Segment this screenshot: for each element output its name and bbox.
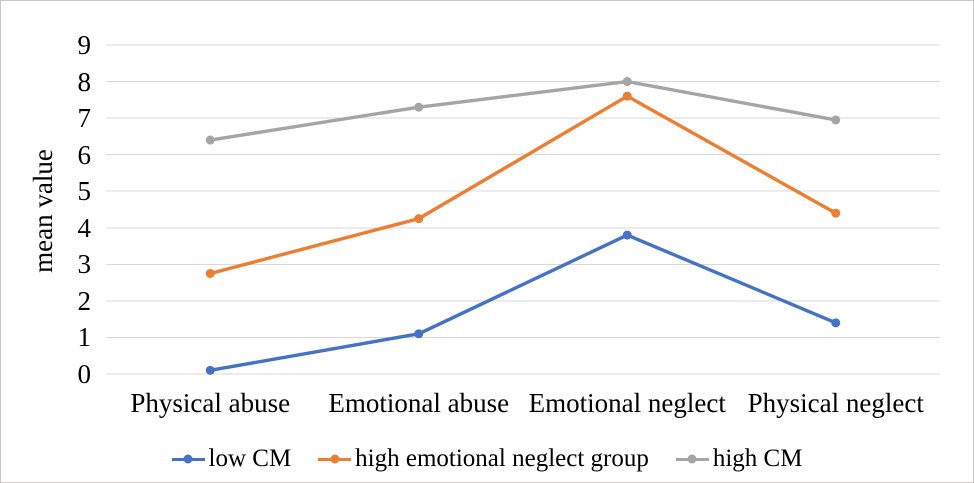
legend-line-marker-icon bbox=[675, 454, 709, 465]
data-point-high-cm bbox=[414, 102, 424, 112]
series-line-high-cm bbox=[208, 79, 838, 142]
data-point-high-emotional-neglect-group bbox=[414, 214, 424, 224]
data-point-low-cm bbox=[414, 329, 424, 339]
data-point-high-emotional-neglect-group bbox=[622, 91, 632, 101]
chart-legend: low CM high emotional neglect group high… bbox=[1, 445, 973, 473]
legend-line-marker-icon bbox=[318, 454, 352, 465]
legend-label: high CM bbox=[712, 445, 803, 472]
y-tick-label: 0 bbox=[77, 359, 92, 389]
y-tick-label: 1 bbox=[77, 322, 92, 353]
series-line-high-emotional-neglect-group bbox=[208, 94, 838, 276]
x-category-label: Physical neglect bbox=[747, 388, 924, 418]
y-tick-label: 2 bbox=[77, 285, 92, 316]
data-point-high-cm bbox=[205, 135, 215, 145]
y-tick-label: 5 bbox=[77, 176, 92, 207]
legend-item-high-cm: high CM bbox=[675, 445, 803, 473]
y-axis-title: mean value bbox=[28, 149, 58, 273]
legend-item-high-emotional-neglect-group: high emotional neglect group bbox=[318, 445, 649, 473]
data-point-high-cm bbox=[831, 115, 841, 125]
y-tick-label: 3 bbox=[77, 249, 92, 280]
data-point-low-cm bbox=[205, 365, 215, 375]
legend-item-low-cm: low CM bbox=[171, 445, 292, 473]
x-category-label: Physical abuse bbox=[130, 388, 291, 418]
y-tick-label: 7 bbox=[77, 103, 92, 134]
y-tick-label: 6 bbox=[77, 139, 92, 170]
legend-label: high emotional neglect group bbox=[355, 445, 649, 472]
y-tick-label: 8 bbox=[77, 66, 92, 97]
legend-label: low CM bbox=[208, 445, 292, 472]
data-point-high-emotional-neglect-group bbox=[831, 208, 841, 218]
data-point-low-cm bbox=[831, 318, 841, 328]
x-category-label: Emotional abuse bbox=[328, 388, 510, 418]
data-point-high-cm bbox=[622, 77, 632, 87]
y-tick-label: 4 bbox=[77, 212, 92, 243]
y-tick-label: 9 bbox=[77, 30, 92, 60]
series-line-low-cm bbox=[208, 233, 838, 373]
legend-line-marker-icon bbox=[171, 454, 205, 465]
data-point-high-emotional-neglect-group bbox=[205, 268, 215, 278]
x-category-label: Emotional neglect bbox=[528, 388, 726, 418]
data-point-low-cm bbox=[622, 230, 632, 240]
